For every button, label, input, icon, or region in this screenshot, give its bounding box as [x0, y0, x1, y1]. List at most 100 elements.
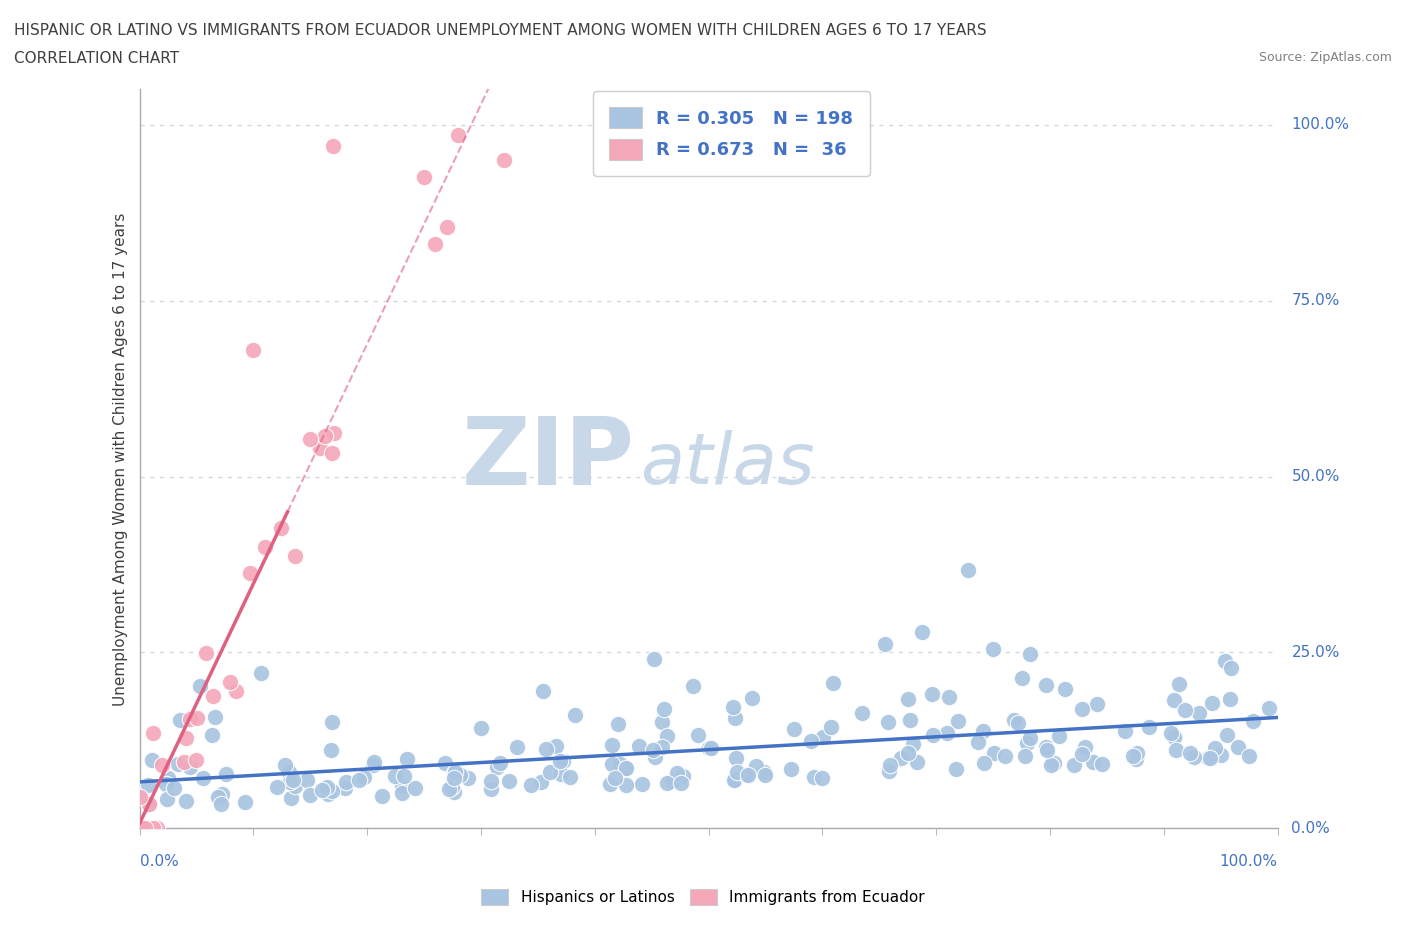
- Point: [983, 746, 1005, 761]
- Point: [519, 778, 541, 793]
- Point: [669, 775, 692, 790]
- Point: [599, 777, 621, 791]
- Point: [321, 445, 343, 460]
- Point: [298, 788, 321, 803]
- Point: [211, 787, 233, 802]
- Point: [1163, 729, 1185, 744]
- Point: [391, 786, 413, 801]
- Point: [652, 702, 675, 717]
- Text: 100.0%: 100.0%: [1291, 117, 1350, 132]
- Point: [443, 771, 465, 786]
- Point: [134, 821, 156, 836]
- Point: [129, 821, 152, 836]
- Point: [811, 730, 834, 745]
- Point: [1014, 749, 1036, 764]
- Point: [1160, 726, 1182, 741]
- Point: [270, 521, 292, 536]
- Point: [605, 770, 627, 785]
- Point: [138, 796, 160, 811]
- Point: [498, 774, 520, 789]
- Point: [1085, 697, 1108, 711]
- Point: [489, 756, 512, 771]
- Point: [820, 719, 842, 734]
- Point: [396, 751, 419, 766]
- Point: [1188, 706, 1211, 721]
- Y-axis label: Unemployment Among Women with Children Ages 6 to 17 years: Unemployment Among Women with Children A…: [114, 212, 128, 706]
- Point: [811, 770, 834, 785]
- Point: [875, 636, 897, 651]
- Point: [1199, 751, 1222, 765]
- Point: [284, 549, 307, 564]
- Point: [911, 624, 934, 639]
- Point: [905, 754, 928, 769]
- Text: HISPANIC OR LATINO VS IMMIGRANTS FROM ECUADOR UNEMPLOYMENT AMONG WOMEN WITH CHIL: HISPANIC OR LATINO VS IMMIGRANTS FROM EC…: [14, 23, 987, 38]
- Point: [655, 728, 678, 743]
- Point: [1258, 700, 1281, 715]
- Point: [1071, 747, 1094, 762]
- Point: [298, 432, 321, 446]
- Point: [655, 776, 678, 790]
- Text: Source: ZipAtlas.com: Source: ZipAtlas.com: [1258, 51, 1392, 64]
- Point: [564, 708, 586, 723]
- Point: [936, 725, 959, 740]
- Point: [266, 779, 288, 794]
- Point: [485, 760, 508, 775]
- Point: [699, 740, 721, 755]
- Point: [1018, 646, 1040, 661]
- Point: [1039, 758, 1062, 773]
- Point: [163, 781, 186, 796]
- Legend: Hispanics or Latinos, Immigrants from Ecuador: Hispanics or Latinos, Immigrants from Ec…: [474, 882, 932, 913]
- Point: [1182, 750, 1205, 764]
- Point: [723, 773, 745, 788]
- Point: [745, 759, 768, 774]
- Point: [179, 760, 201, 775]
- Point: [682, 679, 704, 694]
- Point: [470, 721, 492, 736]
- Point: [202, 688, 225, 703]
- Point: [725, 764, 748, 779]
- Point: [921, 686, 943, 701]
- Point: [897, 746, 920, 761]
- Point: [548, 754, 571, 769]
- Point: [321, 784, 343, 799]
- Point: [278, 775, 301, 790]
- Point: [972, 724, 994, 738]
- Point: [174, 730, 197, 745]
- Point: [353, 769, 375, 784]
- Point: [150, 758, 173, 773]
- Point: [534, 742, 557, 757]
- Point: [174, 793, 197, 808]
- Point: [444, 764, 467, 779]
- Point: [651, 714, 673, 729]
- Point: [146, 821, 169, 836]
- Point: [225, 684, 247, 698]
- Point: [311, 783, 333, 798]
- Legend: R = 0.305   N = 198, R = 0.673   N =  36: R = 0.305 N = 198, R = 0.673 N = 36: [593, 91, 870, 176]
- Point: [141, 753, 163, 768]
- Point: [322, 425, 344, 440]
- Point: [155, 777, 177, 791]
- Point: [129, 789, 152, 804]
- Point: [666, 765, 689, 780]
- Point: [169, 712, 191, 727]
- Point: [191, 771, 214, 786]
- Point: [449, 767, 471, 782]
- Point: [274, 758, 297, 773]
- Point: [724, 773, 747, 788]
- Point: [1125, 751, 1147, 766]
- Point: [600, 756, 623, 771]
- Point: [973, 755, 995, 770]
- Point: [1018, 731, 1040, 746]
- Point: [218, 675, 240, 690]
- Point: [284, 778, 307, 793]
- Point: [335, 774, 357, 789]
- Point: [184, 752, 207, 767]
- Point: [1043, 756, 1066, 771]
- Point: [613, 762, 636, 777]
- Point: [156, 770, 179, 785]
- Point: [803, 769, 825, 784]
- Point: [242, 342, 264, 357]
- Point: [1126, 746, 1149, 761]
- Point: [1002, 712, 1025, 727]
- Point: [143, 821, 166, 836]
